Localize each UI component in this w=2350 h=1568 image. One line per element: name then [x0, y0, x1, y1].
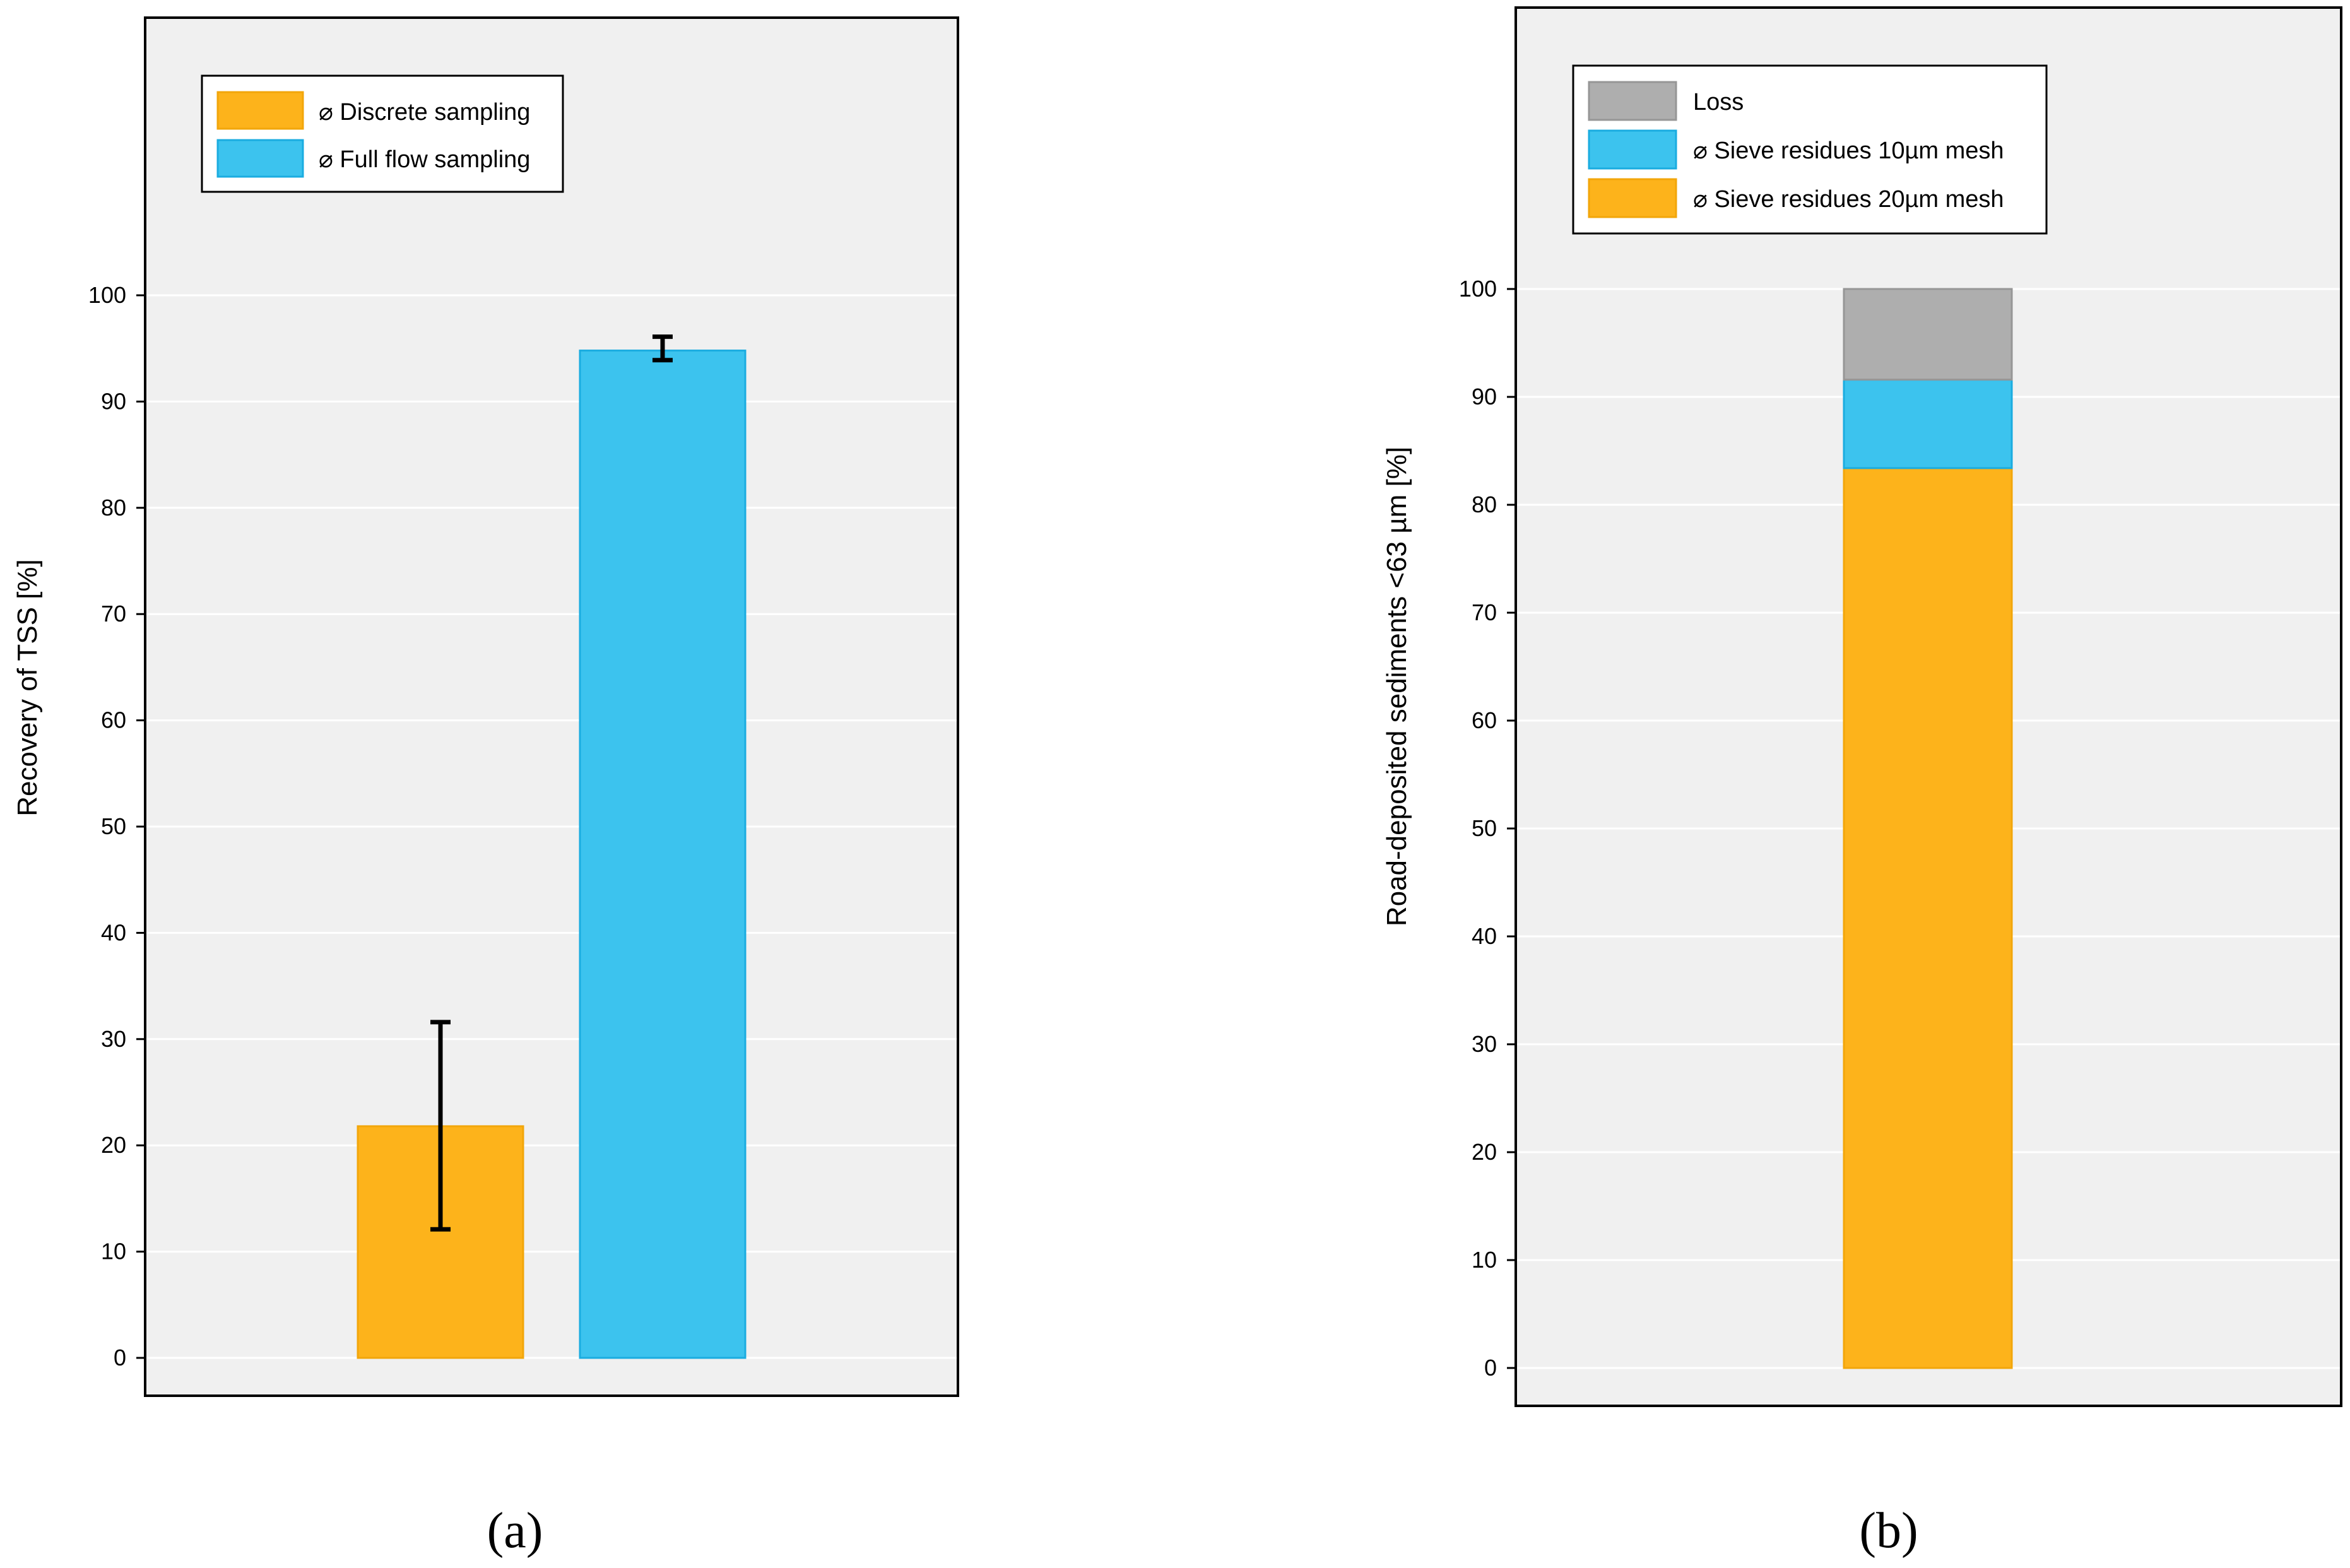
y-tick-label: 20 [1472, 1139, 1497, 1165]
panel-label-b: (b) [1859, 1503, 1918, 1559]
y-tick-label: 40 [101, 919, 126, 945]
y-tick-label: 20 [101, 1132, 126, 1158]
plot-frame-b [1515, 6, 2342, 1407]
legend-swatch-sieve-20um [1588, 178, 1677, 218]
y-tick-label: 0 [1484, 1355, 1497, 1381]
y-tick-label: 60 [1472, 707, 1497, 733]
legend-a: ⌀ Discrete sampling ⌀ Full flow sampling [201, 74, 564, 193]
stacked-segment [1843, 379, 2013, 469]
y-tick-label: 10 [1472, 1247, 1497, 1273]
legend-label-loss: Loss [1693, 89, 1744, 115]
legend-swatch-full-flow-sampling [216, 139, 304, 178]
legend-label-discrete-sampling: ⌀ Discrete sampling [319, 99, 530, 126]
chart-panel-a: 0 10 20 30 40 50 60 70 80 90 100 Recovery of TSS [… [12, 16, 959, 1559]
bar [579, 350, 747, 1359]
y-axis-title-a: Recovery of TSS [%] [12, 559, 43, 816]
legend-swatch-sieve-10um [1588, 129, 1677, 170]
stacked-bar-b [1843, 288, 2013, 1369]
y-tick-label: 70 [101, 601, 126, 627]
y-tick-label: 10 [101, 1239, 126, 1264]
y-tick-label: 80 [101, 495, 126, 521]
legend-label-full-flow-sampling: ⌀ Full flow sampling [319, 146, 530, 173]
y-tick-label: 80 [1472, 492, 1497, 517]
error-bars-a [430, 334, 673, 1232]
y-tick-label: 90 [101, 388, 126, 414]
y-axis-a: 0 10 20 30 40 50 60 70 80 90 100 [88, 282, 145, 1371]
y-tick-label: 70 [1472, 599, 1497, 625]
stacked-segment [1843, 288, 2013, 381]
legend-swatch-discrete-sampling [216, 91, 304, 130]
y-tick-label: 30 [101, 1026, 126, 1052]
y-axis-b: 0 10 20 30 40 50 60 70 80 90 100 [1459, 276, 1516, 1381]
y-tick-label: 50 [101, 813, 126, 839]
stacked-segment [1843, 467, 2013, 1369]
y-tick-label: 90 [1472, 384, 1497, 410]
y-tick-label: 30 [1472, 1031, 1497, 1057]
legend-swatch-loss [1588, 81, 1677, 121]
bars-a [357, 350, 747, 1359]
y-axis-title-b: Road-deposited sediments <63 µm [%] [1381, 447, 1412, 926]
legend-label-sieve-10um: ⌀ Sieve residues 10µm mesh [1693, 138, 2004, 164]
chart-panel-b: 0 10 20 30 40 50 60 70 80 90 100 Road-deposited se… [1381, 6, 2342, 1559]
y-tick-label: 100 [1459, 276, 1497, 302]
y-tick-label: 100 [88, 282, 126, 308]
legend-label-sieve-20um: ⌀ Sieve residues 20µm mesh [1693, 186, 2004, 213]
y-tick-label: 0 [114, 1345, 126, 1371]
plot-area-a [145, 18, 958, 1396]
y-tick-label: 40 [1472, 923, 1497, 949]
panel-label-a: (a) [487, 1503, 543, 1559]
plot-frame-a [144, 16, 959, 1397]
y-tick-label: 50 [1472, 815, 1497, 841]
legend-b: Loss ⌀ Sieve residues 10µm mesh ⌀ Sieve … [1572, 64, 2048, 235]
gridlines-a [145, 294, 958, 1359]
y-tick-label: 60 [101, 707, 126, 733]
